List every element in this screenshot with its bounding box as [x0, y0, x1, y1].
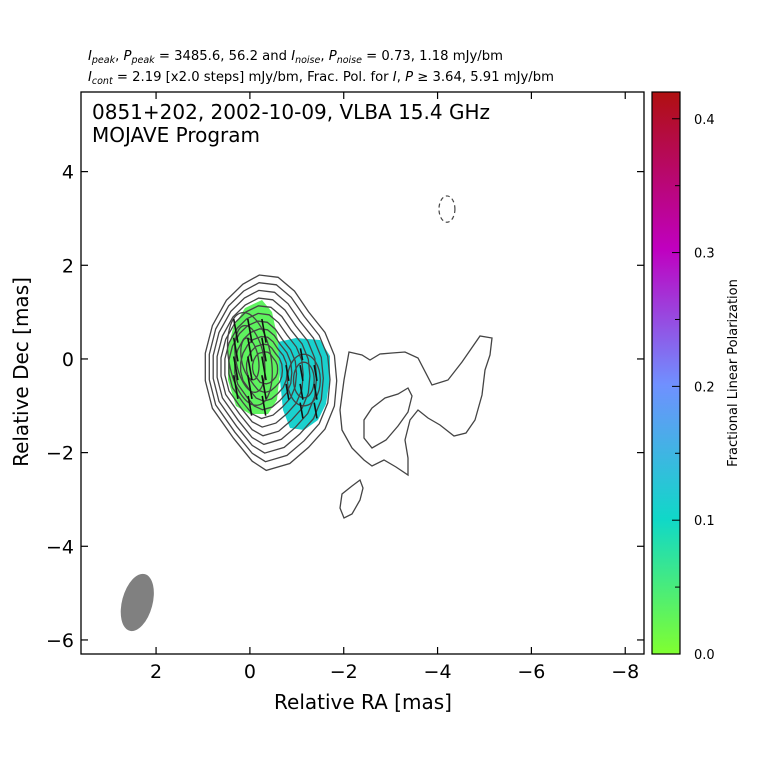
evpa-vector	[313, 364, 318, 382]
evpa-vector	[232, 375, 239, 400]
y-tick-label: 2	[62, 255, 74, 277]
beam-ellipse	[120, 573, 154, 632]
evpa-vector	[261, 318, 267, 343]
header-line-1: Ipeak, Ppeak = 3485.6, 56.2 and Inoise, …	[88, 49, 503, 66]
evpa-vector	[232, 356, 239, 381]
x-axis-label: Relative RA [mas]	[274, 690, 452, 714]
contour-level	[220, 305, 311, 437]
polarization-patch-core	[228, 300, 280, 414]
contour-level	[208, 282, 331, 463]
contour-level	[240, 335, 288, 402]
threshold-values: 3.64, 5.91 mJy/bm	[432, 70, 554, 85]
axis-tick-labels: 2 0 −2 −4 −6 −8 4 2 0 −2 −4 −6	[46, 162, 639, 683]
plot-frame	[80, 91, 645, 655]
colorbar-label: Fractional Linear Polarization	[726, 279, 741, 467]
x-tick-label: 2	[150, 661, 162, 683]
colorbar-tick-label: 0.3	[694, 247, 715, 262]
evpa-vector	[313, 383, 318, 400]
contour-core	[240, 337, 260, 381]
evpa-vector	[299, 383, 304, 400]
contour-jet-knot	[286, 353, 321, 407]
contour-jet-hole	[363, 387, 413, 449]
colorbar-tick-label: 0.2	[694, 380, 715, 395]
contour-extended-jet	[339, 335, 493, 477]
colorbar	[651, 91, 681, 655]
evpa-vector	[247, 395, 253, 416]
y-tick-label: −6	[46, 630, 74, 652]
evpa-vector	[285, 383, 290, 400]
evpa-vector	[232, 337, 239, 362]
contour-jet-island	[339, 478, 364, 519]
y-tick-label: 0	[62, 349, 74, 371]
contour-jet-knot	[292, 361, 315, 399]
contour-core	[226, 311, 273, 406]
x-tick-label: 0	[244, 661, 256, 683]
negative-contour	[438, 195, 456, 223]
evpa-vector	[247, 318, 253, 343]
contour-level	[204, 274, 338, 472]
plot-title-line-1: 0851+202, 2002-10-09, VLBA 15.4 GHz	[92, 100, 490, 124]
contour-level	[228, 320, 298, 420]
colorbar-tick-label: 0.4	[694, 113, 715, 128]
colorbar-tick-label: 0.0	[694, 648, 715, 663]
evpa-vector	[261, 395, 267, 416]
evpa-vector	[261, 337, 267, 362]
evpa-vector	[261, 356, 267, 381]
x-tick-label: −2	[330, 661, 358, 683]
y-axis-label: Relative Dec [mas]	[9, 277, 33, 467]
axis-ticks	[81, 92, 644, 654]
intensity-contours	[204, 274, 493, 519]
evpa-vector	[232, 318, 239, 343]
polarization-vectors	[232, 318, 318, 419]
contour-level	[251, 351, 279, 385]
x-tick-label: −4	[424, 661, 452, 683]
contour-core	[234, 324, 266, 393]
noise-values: 0.73, 1.18 mJy/bm	[381, 49, 503, 64]
y-tick-label: 4	[62, 162, 74, 184]
plot-title-line-2: MOJAVE Program	[92, 123, 260, 147]
y-tick-label: −2	[46, 443, 74, 465]
evpa-vector	[247, 337, 253, 362]
header-line-2: Icont = 2.19 [x2.0 steps] mJy/bm, Frac. …	[88, 70, 554, 87]
x-tick-label: −6	[517, 661, 545, 683]
peak-values: 3485.6, 56.2	[174, 49, 258, 64]
evpa-vector	[299, 364, 304, 382]
evpa-vector	[247, 356, 253, 381]
evpa-vector	[299, 402, 304, 419]
y-tick-label: −4	[46, 536, 74, 558]
colorbar-tick-labels: 0.0 0.1 0.2 0.3 0.4	[694, 113, 715, 663]
map-content	[120, 195, 493, 632]
cont-value: 2.19 [x2.0 steps] mJy/bm, Frac. Pol. for	[132, 70, 389, 85]
contour-level	[224, 312, 304, 428]
evpa-vector	[299, 348, 304, 361]
evpa-vector	[261, 375, 267, 400]
contour-level	[216, 297, 318, 446]
and-text: and	[262, 49, 287, 64]
colorbar-ticks	[672, 118, 680, 655]
evpa-vector	[285, 364, 290, 382]
colorbar-tick-label: 0.1	[694, 514, 715, 529]
evpa-vector	[247, 375, 253, 400]
x-tick-label: −8	[611, 661, 639, 683]
evpa-vector	[313, 402, 318, 419]
